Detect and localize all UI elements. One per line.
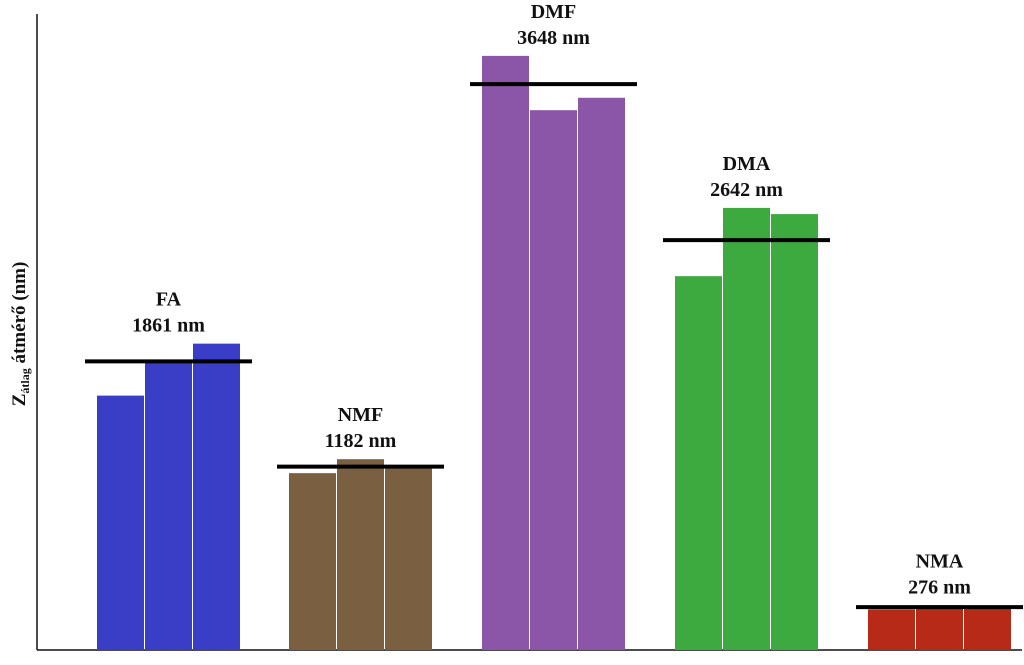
bar-dma-2 — [723, 207, 770, 650]
y-axis-label: Zátlag átmérő (nm) — [9, 262, 32, 407]
bar-fa-1 — [97, 395, 144, 650]
bar-dma-3 — [771, 214, 818, 651]
group-dma: DMA 2642 nm — [663, 153, 830, 651]
group-nmf: NMF 1182 nm — [277, 404, 444, 650]
bar-dmf-1 — [482, 55, 529, 650]
svg-text:Zátlag átmérő (nm): Zátlag átmérő (nm) — [9, 262, 32, 407]
group-name-label: FA — [156, 289, 182, 311]
bar-nma-2 — [916, 605, 963, 650]
group-name-label: DMA — [723, 153, 771, 175]
bar-dma-1 — [675, 276, 722, 650]
bar-dmf-2 — [530, 110, 577, 651]
group-mean-label: 2642 nm — [710, 179, 783, 201]
group-name-label: NMF — [338, 404, 384, 426]
bar-fa-2 — [145, 362, 192, 650]
bar-fa-3 — [193, 343, 240, 650]
bar-nma-3 — [964, 608, 1011, 650]
bar-groups: FA 1861 nm NMF 1182 nm DMF 3648 nm DMA 2642 nm N… — [85, 1, 1023, 651]
bar-nma-1 — [868, 609, 915, 650]
group-mean-label: 1182 nm — [325, 430, 397, 452]
y-axis-label-main: Z — [9, 394, 30, 407]
group-dmf: DMF 3648 nm — [470, 1, 637, 651]
y-axis-label-subscript: átlag — [18, 368, 32, 393]
bar-nmf-1 — [289, 473, 336, 650]
bar-nmf-2 — [337, 459, 384, 650]
bar-dmf-3 — [578, 97, 625, 650]
group-name-label: NMA — [916, 550, 964, 572]
group-name-label: DMF — [531, 1, 577, 23]
group-fa: FA 1861 nm — [85, 289, 252, 650]
group-mean-label: 3648 nm — [517, 27, 590, 49]
group-mean-label: 1861 nm — [132, 315, 205, 337]
group-nma: NMA 276 nm — [856, 550, 1023, 650]
y-axis-label-rest: átmérő (nm) — [9, 262, 30, 369]
group-mean-label: 276 nm — [908, 576, 971, 598]
bar-nmf-3 — [385, 466, 432, 650]
